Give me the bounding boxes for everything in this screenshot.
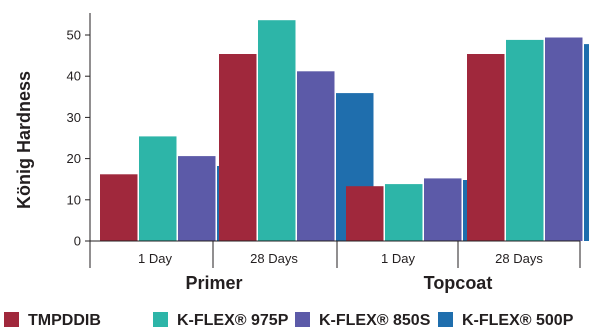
legend-item: TMPDDIB: [4, 312, 101, 329]
legend-item: K-FLEX® 975P: [153, 312, 289, 329]
y-tick-label: 0: [74, 234, 81, 249]
legend-swatch: [438, 312, 453, 327]
bar: [297, 71, 335, 241]
bar: [467, 54, 505, 241]
legend-swatch: [295, 312, 310, 327]
legend-item: K-FLEX® 850S: [295, 312, 431, 329]
y-tick-label: 50: [67, 28, 81, 43]
legend-label: K-FLEX® 500P: [462, 312, 574, 329]
bar: [506, 39, 544, 242]
y-tick-label: 30: [67, 110, 81, 125]
bar: [258, 20, 296, 242]
bars-layer: [100, 20, 589, 242]
y-tick-label: 40: [67, 69, 81, 84]
legend: TMPDDIB K-FLEX® 975P K-FLEX® 850S K-FLEX® 5…: [4, 312, 574, 329]
bar: [385, 184, 423, 241]
legend-swatch: [153, 312, 168, 327]
bar: [139, 136, 177, 241]
x-tick-label: 28 Days: [495, 251, 543, 266]
x-tick-label: 1 Day: [381, 251, 415, 266]
x-tick-label: 28 Days: [250, 251, 298, 266]
group-label: Topcoat: [424, 273, 493, 293]
bar: [346, 186, 384, 241]
group-label: Primer: [185, 273, 242, 293]
bar: [219, 54, 257, 241]
legend-label: TMPDDIB: [28, 312, 101, 329]
legend-label: K-FLEX® 975P: [177, 312, 289, 329]
bar: [545, 37, 583, 241]
y-axis-title: König Hardness: [14, 71, 34, 209]
axes-layer: [85, 13, 581, 268]
legend-swatch: [4, 312, 19, 327]
bar: [424, 178, 462, 241]
legend-label: K-FLEX® 850S: [319, 312, 431, 329]
legend-item: K-FLEX® 500P: [438, 312, 574, 329]
bar: [100, 174, 138, 241]
y-tick-label: 20: [67, 151, 81, 166]
labels-layer: 0 10 20 30 40 50 1 Day 28 Days 1 Day 28 Days Prime…: [67, 28, 544, 294]
bar: [584, 44, 589, 241]
x-tick-label: 1 Day: [138, 251, 172, 266]
bar: [178, 156, 216, 241]
y-tick-label: 10: [67, 192, 81, 207]
